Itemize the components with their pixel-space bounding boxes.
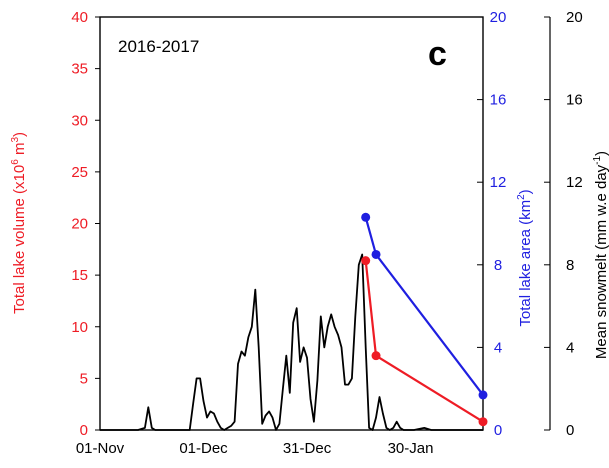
snowmelt-tick-label-5: 20 bbox=[566, 9, 583, 26]
snowmelt-tick-label-3: 12 bbox=[566, 174, 583, 191]
snowmelt-tick-label-1: 4 bbox=[566, 339, 574, 356]
area-tick-label-1: 4 bbox=[494, 339, 502, 356]
x-axis: 01-Nov 01-Dec 31-Dec 30-Jan bbox=[76, 440, 434, 457]
series-line-area bbox=[364, 217, 484, 396]
volume-tick-label-5: 25 bbox=[71, 164, 88, 181]
y-axis-title-volume-main: Total lake volume (x10 bbox=[11, 165, 28, 314]
y-axis-title-area-end: ) bbox=[517, 189, 534, 194]
y-axis-title-area: Total lake area (km2) bbox=[516, 189, 534, 326]
y-axis-title-snowmelt: Mean snowmelt (mm w.e day-1) bbox=[592, 151, 609, 359]
area-tick-label-4: 16 bbox=[490, 92, 507, 109]
y-axis-title-volume: Total lake volume (x106 m3) bbox=[10, 132, 28, 314]
x-tick-label-2: 31-Dec bbox=[283, 440, 332, 457]
volume-tick-label-3: 15 bbox=[71, 267, 88, 284]
volume-tick-label-6: 30 bbox=[71, 112, 88, 129]
y-axis-area: 0 4 8 12 16 20 bbox=[477, 9, 506, 439]
y-axis-title-volume-sup: 6 bbox=[10, 159, 21, 165]
y-axis-title-snowmelt-sup: -1 bbox=[592, 156, 603, 165]
y-axis-snowmelt: 0 4 8 12 16 20 bbox=[544, 9, 583, 439]
y-axis-title-volume-mid: m bbox=[11, 143, 28, 160]
volume-tick-label-7: 35 bbox=[71, 61, 88, 78]
y-axis-volume: 0 5 10 15 20 25 30 35 40 bbox=[71, 9, 100, 439]
y-axis-title-snowmelt-end: ) bbox=[593, 151, 609, 156]
snowmelt-tick-label-2: 8 bbox=[566, 257, 574, 274]
series-point-area-2 bbox=[478, 390, 488, 400]
series-point-volume-0 bbox=[361, 256, 371, 266]
x-tick-label-3: 30-Jan bbox=[388, 440, 434, 457]
x-tick-label-0: 01-Nov bbox=[76, 440, 125, 457]
area-tick-label-5: 20 bbox=[490, 9, 507, 26]
series-point-volume-2 bbox=[478, 417, 488, 427]
y-axis-title-area-main: Total lake area (km bbox=[517, 200, 534, 327]
volume-tick-label-8: 40 bbox=[71, 9, 88, 26]
volume-tick-label-0: 0 bbox=[80, 422, 88, 439]
snowmelt-tick-label-4: 16 bbox=[566, 92, 583, 109]
area-tick-label-0: 0 bbox=[494, 422, 502, 439]
series-line-snowmelt bbox=[100, 253, 483, 431]
series-point-area-0 bbox=[361, 212, 371, 222]
series-layer bbox=[100, 212, 488, 431]
series-point-volume-1 bbox=[371, 351, 381, 361]
volume-tick-label-2: 10 bbox=[71, 319, 88, 336]
snowmelt-tick-label-0: 0 bbox=[566, 422, 574, 439]
series-line-volume bbox=[364, 260, 484, 423]
y-axis-title-volume-end: ) bbox=[11, 132, 28, 137]
volume-tick-label-4: 20 bbox=[71, 216, 88, 233]
y-axis-title-area-sup: 2 bbox=[516, 194, 527, 200]
series-point-area-1 bbox=[371, 249, 381, 259]
y-axis-title-snowmelt-main: Mean snowmelt (mm w.e day bbox=[593, 164, 609, 359]
volume-tick-label-1: 5 bbox=[80, 370, 88, 387]
y-axis-title-volume-sup2: 3 bbox=[10, 137, 21, 143]
area-tick-label-2: 8 bbox=[494, 257, 502, 274]
x-tick-label-1: 01-Dec bbox=[179, 440, 228, 457]
chart-title: 2016-2017 bbox=[118, 37, 199, 56]
panel-label: c bbox=[428, 35, 447, 73]
area-tick-label-3: 12 bbox=[490, 174, 507, 191]
